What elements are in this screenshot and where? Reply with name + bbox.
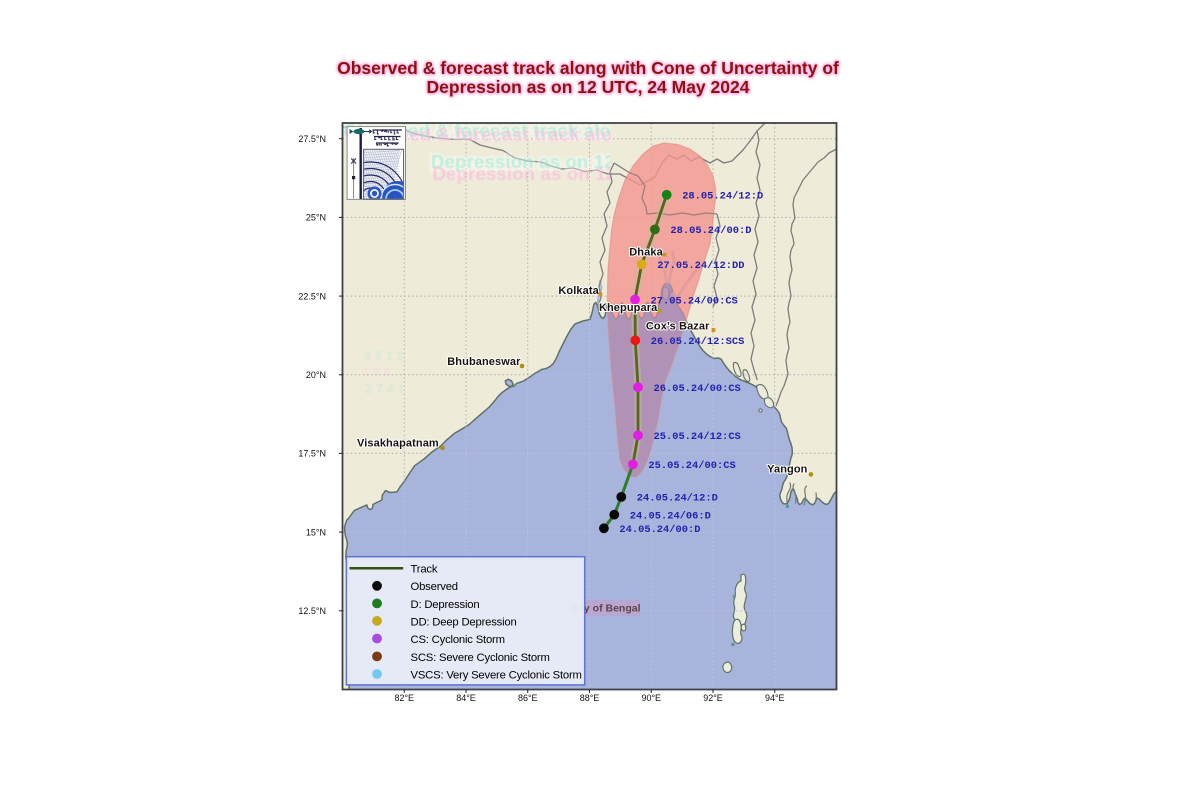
svg-text:28.05.24/00:D: 28.05.24/00:D — [670, 225, 751, 237]
svg-text:DD: Deep Depression: DD: Deep Depression — [411, 616, 517, 628]
svg-text:90°E: 90°E — [641, 693, 661, 703]
svg-text:VSCS: Very Severe Cyclonic Sto: VSCS: Very Severe Cyclonic Storm — [411, 669, 582, 681]
svg-text:17.5°N: 17.5°N — [298, 449, 326, 459]
svg-text:26.05.24/12:SCS: 26.05.24/12:SCS — [651, 336, 745, 348]
svg-text:92°E: 92°E — [703, 693, 723, 703]
svg-text:28.05.24/12:D: 28.05.24/12:D — [682, 191, 763, 203]
svg-text:Visakhapatnam: Visakhapatnam — [357, 437, 439, 449]
svg-text:Kolkata: Kolkata — [558, 285, 599, 297]
svg-text:25.05.24/00:CS: 25.05.24/00:CS — [648, 460, 735, 472]
svg-text:22.5°N: 22.5°N — [298, 291, 326, 301]
svg-text:SCS: Severe Cyclonic Storm: SCS: Severe Cyclonic Storm — [411, 652, 550, 664]
svg-text:Bhubaneswar: Bhubaneswar — [447, 356, 521, 368]
svg-text:Depression as on 12 UTC, 24: Depression as on 12 UTC, 24 — [431, 151, 691, 172]
svg-text:Track: Track — [411, 564, 438, 576]
svg-text:15°N: 15°N — [306, 527, 326, 537]
svg-text:25°N: 25°N — [306, 213, 326, 223]
svg-text:20°N: 20°N — [306, 370, 326, 380]
svg-text:Observed & forecast track alon: Observed & forecast track along with — [343, 121, 677, 142]
svg-text:Depression as on 12 UTC, 24: Depression as on 12 UTC, 24 — [433, 163, 693, 184]
svg-text:D: Depression: D: Depression — [411, 599, 480, 611]
svg-text:86°E: 86°E — [518, 693, 538, 703]
svg-text:82°E: 82°E — [394, 693, 414, 703]
svg-text:24.05.24/00:D: 24.05.24/00:D — [619, 524, 700, 536]
svg-text:94°E: 94°E — [765, 693, 785, 703]
svg-text:Khepupara: Khepupara — [599, 302, 658, 314]
svg-text:84°E: 84°E — [456, 693, 476, 703]
svg-text:88°E: 88°E — [580, 693, 600, 703]
svg-text:2 7 4 1: 2 7 4 1 — [365, 381, 405, 396]
svg-text:24.05.24/12:D: 24.05.24/12:D — [637, 493, 718, 505]
svg-text:Yangon: Yangon — [767, 463, 808, 475]
svg-text:27.5°N: 27.5°N — [298, 134, 326, 144]
svg-text:25.05.24/12:CS: 25.05.24/12:CS — [654, 431, 741, 443]
svg-text:26.05.24/00:CS: 26.05.24/00:CS — [654, 383, 741, 395]
svg-text:24.05.24/06:D: 24.05.24/06:D — [630, 511, 711, 523]
svg-text:12.5°N: 12.5°N — [298, 606, 326, 616]
svg-text:CS: Cyclonic Storm: CS: Cyclonic Storm — [411, 634, 505, 646]
svg-text:27.05.24/00:CS: 27.05.24/00:CS — [651, 295, 738, 307]
svg-text:6 3 8: 6 3 8 — [362, 365, 391, 380]
svg-text:Dhaka: Dhaka — [629, 247, 663, 259]
svg-text:Observed & forecast track alon: Observed & forecast track along with — [345, 124, 679, 145]
svg-text:27.05.24/12:DD: 27.05.24/12:DD — [657, 260, 744, 272]
svg-text:Depression as on 12 UTC, 24: Depression as on 12 UTC, 24 — [431, 152, 691, 173]
svg-text:Bay of Bengal: Bay of Bengal — [570, 603, 640, 615]
svg-text:4 5 1 2: 4 5 1 2 — [364, 348, 404, 363]
svg-text:Cox’s Bazar: Cox’s Bazar — [646, 321, 710, 333]
svg-text:Observed: Observed — [411, 581, 458, 593]
svg-text:Observed & forecast track alon: Observed & forecast track along with — [343, 120, 677, 141]
